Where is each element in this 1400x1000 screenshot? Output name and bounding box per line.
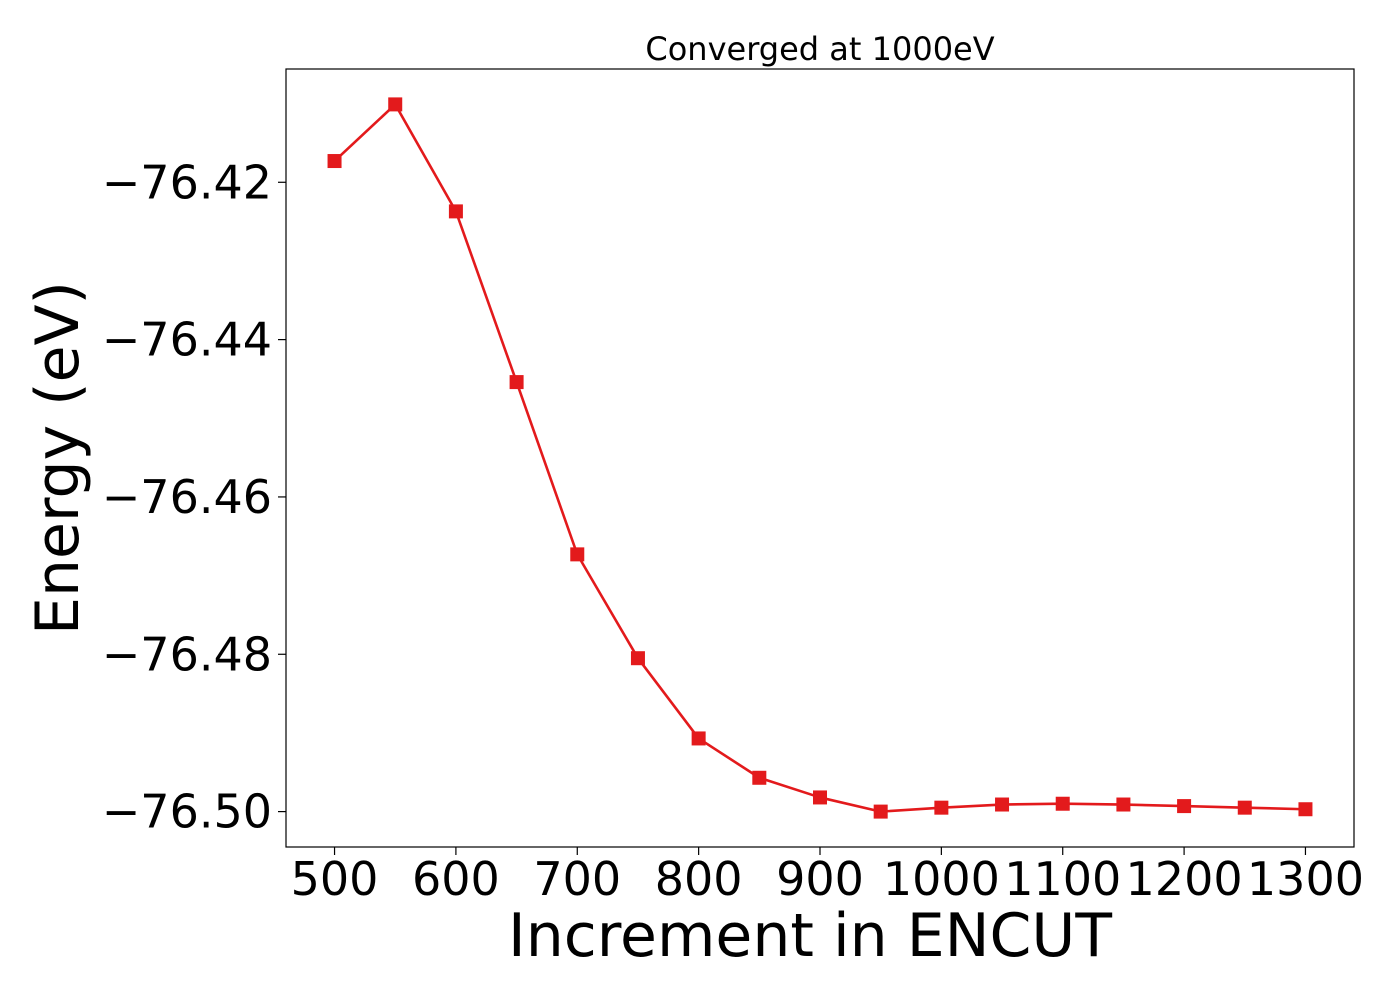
x-tick-label: 900 (776, 852, 864, 906)
x-tick-label: 500 (291, 852, 379, 906)
y-axis-ticks: −76.42 −76.44 −76.46 −76.48 −76.50 (102, 155, 286, 839)
y-axis-label: Energy (eV) (23, 281, 93, 635)
x-tick-label: 600 (412, 852, 500, 906)
data-point-marker (691, 731, 706, 746)
data-point-marker (813, 790, 827, 805)
y-tick-label: −76.46 (102, 470, 272, 524)
data-point-marker (873, 804, 888, 819)
plot-frame (285, 68, 1355, 848)
x-axis-ticks: 500 600 700 800 900 1000 1100 1200 1300 (291, 847, 1364, 906)
data-point-marker (570, 547, 585, 562)
data-point-marker (388, 97, 403, 112)
data-point-marker (1298, 802, 1313, 817)
data-point-marker (995, 797, 1010, 812)
data-point-marker (630, 651, 645, 666)
x-tick-label: 800 (655, 852, 743, 906)
data-point-marker (1116, 797, 1131, 812)
data-point-marker (752, 770, 767, 785)
chart-title: Converged at 1000eV (645, 30, 994, 68)
data-point-marker (327, 154, 342, 169)
series-layer (327, 97, 1313, 819)
x-tick-label: 1200 (1126, 852, 1243, 906)
x-tick-label: 1100 (1004, 852, 1121, 906)
data-point-marker (1237, 800, 1252, 815)
x-tick-label: 700 (533, 852, 621, 906)
data-point-marker (1177, 799, 1192, 814)
x-tick-label: 1300 (1247, 852, 1364, 906)
x-tick-label: 1000 (883, 852, 1000, 906)
y-tick-label: −76.44 (102, 313, 272, 367)
data-point-marker (509, 375, 524, 390)
data-point-marker (1055, 796, 1070, 811)
x-axis-label: Increment in ENCUT (508, 901, 1112, 971)
y-tick-label: −76.50 (102, 785, 272, 839)
y-tick-label: −76.48 (102, 627, 272, 681)
data-point-marker (448, 204, 463, 219)
y-tick-label: −76.42 (102, 155, 272, 209)
data-point-marker (934, 800, 949, 815)
